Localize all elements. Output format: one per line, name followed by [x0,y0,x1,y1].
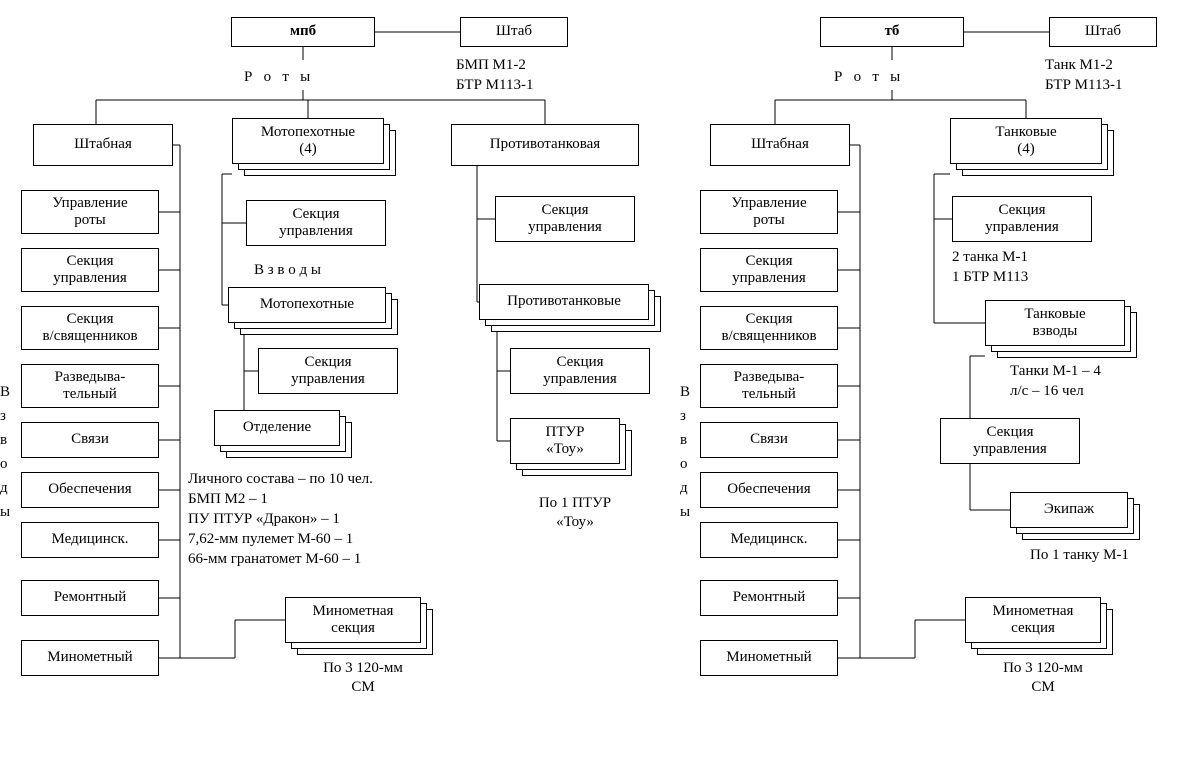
node-tb_c2_sek: Секция управления [952,196,1092,242]
label-po1_tank_m1: По 1 танку М-1 [1030,546,1129,565]
label-shtab_equip_tb_l1: Танк М1-2 [1045,56,1113,75]
label-vzvody_spaced: В з в о д ы [254,261,321,280]
label-po3_120mm_sm: По 3 120-мм СМ [303,659,423,697]
node-mpb_c2_sek: Секция управления [246,200,386,246]
node-mpb_c3_ptur: ПТУР «Тоу» [510,418,620,464]
node-tb: тб [820,17,964,47]
node-mpb_c1_2: Секция управления [21,248,159,292]
node-tb_c2_tvz: Танковые взводы [985,300,1125,346]
label-tank_sekciya_note_l2: 1 БТР М113 [952,268,1028,287]
label-roty: Р о т ы [244,68,310,87]
node-mpb_c3_sek2: Секция управления [510,348,650,394]
node-tb_c1_8: Ремонтный [700,580,838,616]
label-po3_120mm_sm: По 3 120-мм СМ [983,659,1103,697]
node-tb_shtabn: Штабная [710,124,850,166]
node-mpb_c2_mp: Мотопехотные [228,287,386,323]
node-mpb_c1_4: Разведыва- тельный [21,364,159,408]
label-tank_vzvod_note_l1: Танки М-1 – 4 [1010,362,1101,381]
node-mpb: мпб [231,17,375,47]
label-shtab_equip_mpb_l1: БМП М1-2 [456,56,526,75]
label-otdelenie_note_l4: 7,62-мм пулемет М-60 – 1 [188,530,353,549]
node-mpb_c1_8: Ремонтный [21,580,159,616]
node-mpb_c2_otd: Отделение [214,410,340,446]
node-mpb_mort: Минометная секция [285,597,421,643]
node-tb_c1_5: Связи [700,422,838,458]
node-mpb_shtabn: Штабная [33,124,173,166]
node-tb_c1_6: Обеспечения [700,472,838,508]
node-mpb_c1_3: Секция в/священников [21,306,159,350]
node-tb_c1_2: Секция управления [700,248,838,292]
vlabel-vzvody_vertical: Взводы [680,380,690,524]
node-mpb_c3_sek: Секция управления [495,196,635,242]
node-tb_c1_4: Разведыва- тельный [700,364,838,408]
node-tb_c1_9: Минометный [700,640,838,676]
node-mpb_c1_5: Связи [21,422,159,458]
label-po1_ptur_tou: По 1 ПТУР «Тоу» [525,494,625,532]
diagram-canvas: мпб Штаб Штабная Мотопехотные (4) Противотан… [0,0,1193,761]
node-mpb_shtab: Штаб [460,17,568,47]
label-otdelenie_note_l2: БМП М2 – 1 [188,490,268,509]
label-otdelenie_note_l5: 66-мм гранатомет М-60 – 1 [188,550,361,569]
node-mpb_moto: Мотопехотные (4) [232,118,384,164]
node-mpb_c1_9: Минометный [21,640,159,676]
node-mpb_c1_1: Управление роты [21,190,159,234]
node-tb_mort: Минометная секция [965,597,1101,643]
label-otdelenie_note_l1: Личного состава – по 10 чел. [188,470,373,489]
node-tb_c1_3: Секция в/священников [700,306,838,350]
node-tb_c1_7: Медицинск. [700,522,838,558]
node-tb_c2_sek2: Секция управления [940,418,1080,464]
node-tb_c1_1: Управление роты [700,190,838,234]
label-roty: Р о т ы [834,68,900,87]
node-tb_c2_ekip: Экипаж [1010,492,1128,528]
label-shtab_equip_tb_l2: БТР М113-1 [1045,76,1122,95]
node-mpb_c2_sek2: Секция управления [258,348,398,394]
node-tb_shtab: Штаб [1049,17,1157,47]
node-tb_tank: Танковые (4) [950,118,1102,164]
label-otdelenie_note_l3: ПУ ПТУР «Дракон» – 1 [188,510,340,529]
label-tank_vzvod_note_l2: л/с – 16 чел [1010,382,1084,401]
label-shtab_equip_mpb_l2: БТР М113-1 [456,76,533,95]
node-mpb_at: Противотанковая [451,124,639,166]
vlabel-vzvody_vertical: Взводы [0,380,10,524]
node-mpb_c3_at: Противотанковые [479,284,649,320]
node-mpb_c1_6: Обеспечения [21,472,159,508]
node-mpb_c1_7: Медицинск. [21,522,159,558]
label-tank_sekciya_note_l1: 2 танка М-1 [952,248,1028,267]
